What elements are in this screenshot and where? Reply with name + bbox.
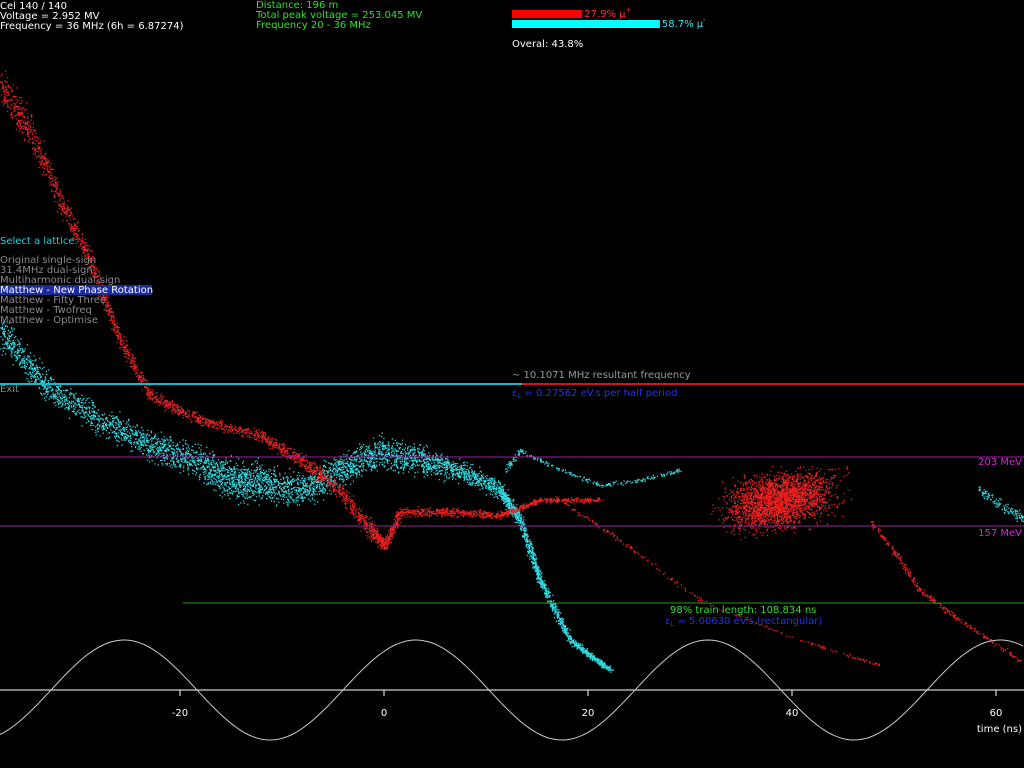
- transmission-bar: [512, 20, 660, 28]
- menu-option[interactable]: 31.4MHz dual-sign: [0, 265, 93, 276]
- particle: μ: [697, 19, 704, 30]
- frequency-range-text: Frequency 20 - 36 MHz: [256, 20, 371, 31]
- menu-option[interactable]: Multiharmonic dual-sign: [0, 275, 120, 286]
- subscript: L: [517, 392, 521, 400]
- time-ticks: -20 0 20 40 60: [172, 690, 1003, 719]
- symbol: ε: [665, 616, 670, 627]
- particles: [0, 70, 1024, 673]
- particle: μ: [619, 9, 626, 20]
- tick-label: 20: [582, 708, 595, 719]
- menu-option[interactable]: Matthew - New Phase Rotation: [0, 285, 153, 296]
- particle-cloud: [978, 486, 1024, 523]
- emittance-text: = 5.00630 eV.s (rectangular): [674, 616, 822, 627]
- transmission-label: 58.7% μ-: [662, 16, 706, 30]
- rf-waveform: [0, 639, 1024, 741]
- train-length: 98% train length: 108.834 ns: [670, 605, 816, 616]
- subscript: L: [670, 620, 674, 628]
- emittance-half: εL = 0.27562 eV.s per half period: [512, 388, 677, 400]
- charge: -: [703, 16, 706, 24]
- transmission-bar: [512, 10, 583, 18]
- menu-option[interactable]: Original single-sign: [0, 255, 96, 266]
- tick-label: 40: [786, 708, 799, 719]
- symbol: ε: [512, 388, 517, 399]
- overall-text: Overal: 43.8%: [512, 39, 583, 50]
- resultant-frequency: ~ 10.1071 MHz resultant frequency: [512, 370, 691, 381]
- charge: +: [625, 6, 631, 14]
- energy-label: 203 MeV: [978, 457, 1022, 468]
- tick-label: -20: [172, 708, 188, 719]
- tick-label: 60: [990, 708, 1003, 719]
- transmission-label: 27.9% μ+: [584, 6, 631, 20]
- percent: 58.7%: [662, 19, 694, 30]
- tick-label: 0: [381, 708, 387, 719]
- cell-text: Cel 140 / 140: [0, 1, 67, 12]
- axis-label: time (ns): [977, 724, 1022, 735]
- menu-option[interactable]: Matthew - Fifty Three: [0, 295, 106, 306]
- particle-cloud: [504, 448, 682, 488]
- menu-title: Select a lattice:: [0, 236, 78, 247]
- particle-cloud: [711, 465, 853, 541]
- emittance-rect: εL = 5.00630 eV.s (rectangular): [665, 616, 822, 628]
- exit-button[interactable]: Exit: [0, 384, 19, 395]
- menu-option[interactable]: Matthew - Twofreq: [0, 305, 92, 316]
- menu-highlight: [0, 285, 152, 295]
- total-voltage-text: Total peak voltage = 253.045 MV: [255, 10, 422, 21]
- percent: 27.9%: [584, 9, 616, 20]
- transmission-bars: 27.9% μ+58.7% μ-: [512, 6, 706, 30]
- menu-option[interactable]: Matthew - Optimise: [0, 315, 98, 326]
- frequency-text: Frequency = 36 MHz (6h = 6.87274): [0, 21, 184, 32]
- emittance-text: = 0.27562 eV.s per half period: [521, 388, 677, 399]
- energy-label: 157 MeV: [978, 528, 1022, 539]
- distance-text: Distance: 196 m: [256, 0, 338, 11]
- voltage-text: Voltage = 2.952 MV: [0, 11, 100, 22]
